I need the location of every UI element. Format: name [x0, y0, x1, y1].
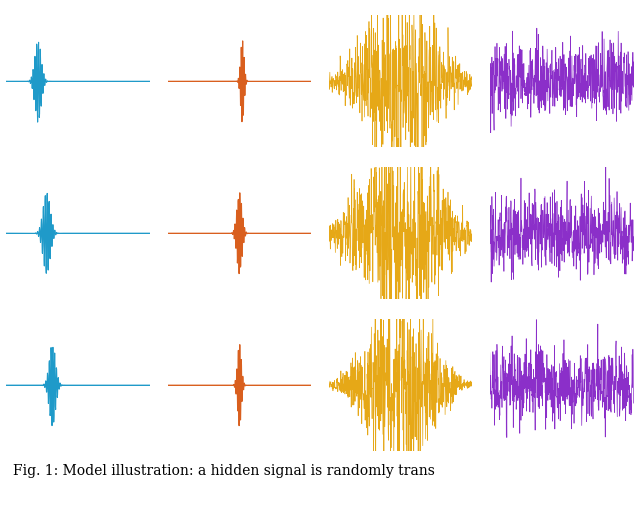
Text: Fig. 1: Model illustration: a hidden signal is randomly trans: Fig. 1: Model illustration: a hidden sig… — [13, 464, 435, 478]
